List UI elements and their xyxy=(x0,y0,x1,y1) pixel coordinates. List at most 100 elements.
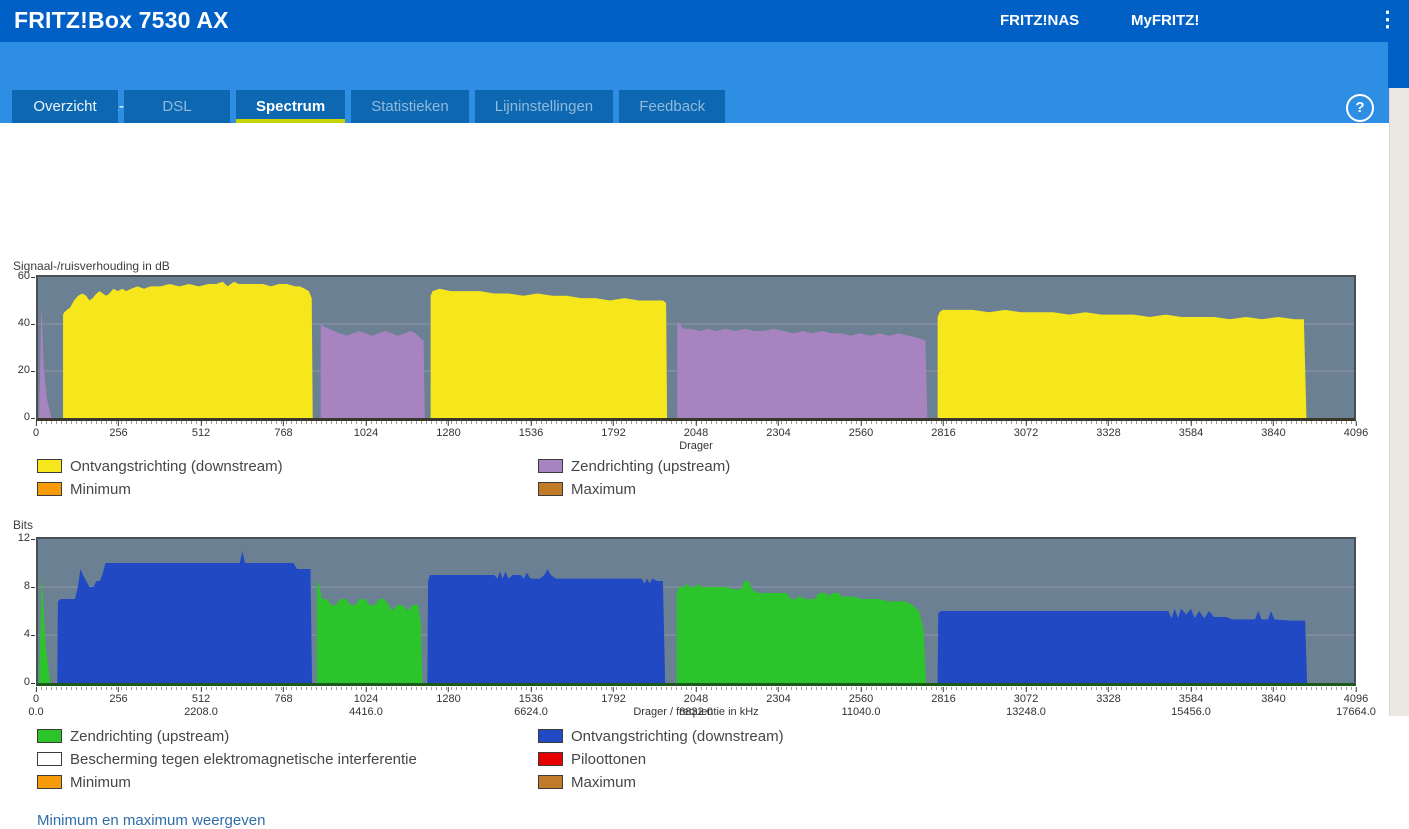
nav-myfritz-link[interactable]: MyFRITZ! xyxy=(1131,12,1200,29)
tab-bar: Overzicht DSL Spectrum Statistieken Lijninst… xyxy=(12,90,726,123)
x-tick: 1280 xyxy=(436,687,461,705)
y-tick-label: 0 xyxy=(23,676,30,688)
legend-label: Ontvangstrichting (downstream) xyxy=(70,457,283,475)
legend-item: Minimum xyxy=(37,773,538,791)
x-tick: 0 xyxy=(33,421,39,439)
help-icon[interactable]: ? xyxy=(1346,94,1374,122)
x-tick: 1792 xyxy=(601,687,626,705)
legend-item: Piloottonen xyxy=(538,750,784,768)
x-tick: 2560 xyxy=(849,421,873,439)
x-tick: 768 xyxy=(274,421,293,439)
header-bar: FRITZ!Box 7530 AX FRITZ!NAS MyFRITZ! ⋮ xyxy=(0,0,1409,42)
y-tick-label: 0 xyxy=(23,411,30,423)
x-tick: 2304 xyxy=(766,421,791,439)
x-tick: 3840 xyxy=(1261,421,1286,439)
legend-item: Bescherming tegen elektromagnetische int… xyxy=(37,750,538,768)
tab-dsl[interactable]: DSL xyxy=(124,90,230,123)
x-tick: 4096 xyxy=(1344,421,1368,439)
y-tick-mark xyxy=(31,370,35,372)
x-tick: 1024 xyxy=(354,421,378,439)
legend-swatch xyxy=(37,482,62,496)
x-tick: 3840 xyxy=(1261,687,1286,705)
legend-label: Piloottonen xyxy=(571,750,647,768)
legend-label: Zendrichting (upstream) xyxy=(70,727,230,745)
x-tick: 512 xyxy=(192,687,210,705)
snr-x-axis-label: Drager xyxy=(679,440,713,452)
bits-x-axis-label: Drager / frequentie in kHz xyxy=(633,706,759,718)
x-freq-label: 13248.0 xyxy=(1006,706,1046,718)
legend-label: Maximum xyxy=(571,480,637,498)
y-tick-mark xyxy=(31,323,35,325)
tab-feedback[interactable]: Feedback xyxy=(619,90,726,123)
snr-legend: Ontvangstrichting (downstream) Zendrichti… xyxy=(37,457,730,498)
x-tick: 1024 xyxy=(354,687,378,705)
legend-swatch xyxy=(538,752,563,766)
y-tick-mark xyxy=(31,634,35,636)
vertical-scrollbar[interactable] xyxy=(1389,88,1409,716)
snr-chart-title: Signaal-/ruisverhouding in dB xyxy=(13,259,170,273)
snr-area-svg xyxy=(38,281,1354,418)
snr-plot-area xyxy=(36,275,1356,421)
legend-item: Zendrichting (upstream) xyxy=(37,727,538,745)
bits-legend: Zendrichting (upstream) Ontvangstrichting… xyxy=(37,727,784,791)
x-freq-label: 4416.0 xyxy=(349,706,383,718)
legend-item: Minimum xyxy=(37,480,538,498)
y-tick-label: 20 xyxy=(17,363,30,376)
header-corner xyxy=(1388,42,1409,88)
legend-label: Bescherming tegen elektromagnetische int… xyxy=(70,750,417,768)
tab-spectrum[interactable]: Spectrum xyxy=(236,90,346,123)
x-tick: 1536 xyxy=(519,687,543,705)
bits-chart: Bits 0 4 8 12 0 256 512 768 1024 1280 1536 1792 204… xyxy=(0,518,1389,723)
legend-swatch xyxy=(37,775,62,789)
y-tick-label: 60 xyxy=(17,270,30,282)
x-tick: 768 xyxy=(274,687,293,705)
y-tick-label: 12 xyxy=(17,532,30,544)
legend-swatch xyxy=(37,729,62,743)
y-tick-label: 8 xyxy=(23,579,30,592)
y-tick-label: 40 xyxy=(17,316,30,329)
x-tick: 2816 xyxy=(931,687,956,705)
legend-label: Ontvangstrichting (downstream) xyxy=(571,727,784,745)
legend-label: Minimum xyxy=(70,773,131,791)
x-freq-label: 0.0 xyxy=(28,706,44,718)
legend-swatch xyxy=(538,459,563,473)
legend-swatch xyxy=(37,752,62,766)
kebab-menu-icon[interactable]: ⋮ xyxy=(1377,8,1398,31)
x-tick: 1280 xyxy=(436,421,461,439)
tab-statistieken[interactable]: Statistieken xyxy=(351,90,469,123)
x-freq-label: 11040.0 xyxy=(841,706,881,718)
x-tick: 3072 xyxy=(1014,687,1038,705)
snr-x-axis: 0 256 512 768 1024 1280 1536 1792 2048 2304 2560 28… xyxy=(33,421,1368,461)
show-min-max-link[interactable]: Minimum en maximum weergeven xyxy=(37,812,266,829)
legend-swatch xyxy=(538,775,563,789)
legend-item: Ontvangstrichting (downstream) xyxy=(37,457,538,475)
x-tick: 3584 xyxy=(1179,687,1203,705)
legend-label: Zendrichting (upstream) xyxy=(571,457,731,475)
y-tick-mark xyxy=(31,586,35,588)
legend-swatch xyxy=(538,482,563,496)
tab-overzicht[interactable]: Overzicht xyxy=(12,90,118,123)
snr-chart: Signaal-/ruisverhouding in dB 0 20 40 60 0 2… xyxy=(0,259,1389,454)
y-tick-mark xyxy=(31,277,35,278)
x-tick: 3328 xyxy=(1096,687,1121,705)
x-tick: 256 xyxy=(109,421,128,439)
legend-item: Ontvangstrichting (downstream) xyxy=(538,727,784,745)
legend-label: Maximum xyxy=(571,773,637,791)
legend-swatch xyxy=(538,729,563,743)
x-tick: 1536 xyxy=(519,421,543,439)
nav-fritznas-link[interactable]: FRITZ!NAS xyxy=(1000,12,1080,29)
x-tick: 2048 xyxy=(684,421,708,439)
x-tick: 3328 xyxy=(1096,421,1121,439)
x-tick: 2304 xyxy=(766,687,791,705)
x-tick: 512 xyxy=(192,421,210,439)
bits-chart-title: Bits xyxy=(13,518,34,532)
x-freq-label: 8832.0 xyxy=(679,706,713,718)
y-tick-mark xyxy=(31,683,35,684)
x-tick: 2560 xyxy=(849,687,873,705)
x-tick: 4096 xyxy=(1344,687,1368,705)
content-area: Signaal-/ruisverhouding in dB 0 20 40 60 0 2… xyxy=(0,123,1389,829)
x-tick: 2048 xyxy=(684,687,708,705)
snr-y-axis: 0 20 40 60 xyxy=(0,270,35,423)
legend-item: Zendrichting (upstream) xyxy=(538,457,730,475)
tab-lijninstellingen[interactable]: Lijninstellingen xyxy=(474,90,614,123)
